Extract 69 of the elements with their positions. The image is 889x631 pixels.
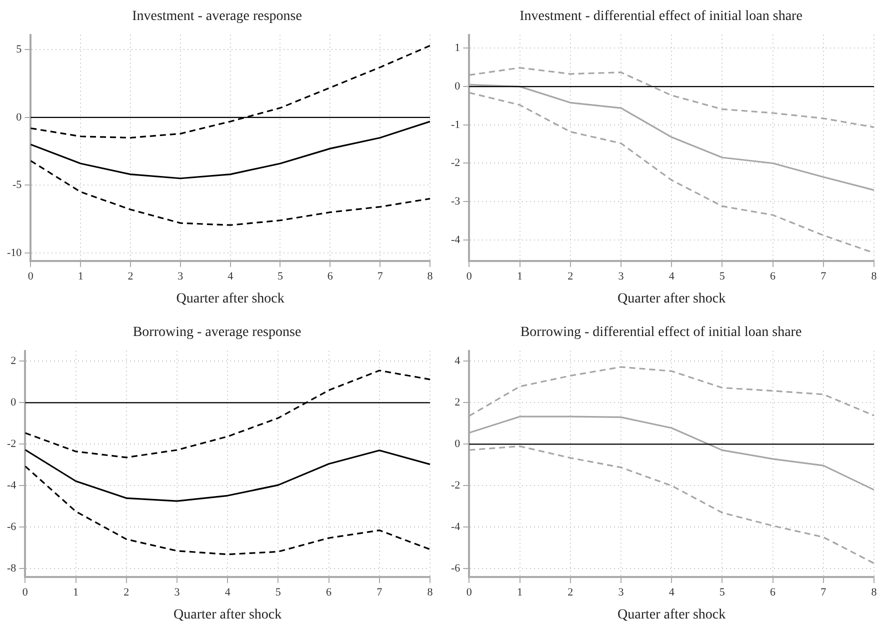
y-tick-label: 0: [16, 111, 22, 124]
x-tick-label: 3: [174, 586, 180, 598]
x-tick-label: 1: [78, 270, 84, 282]
y-tick-label: 0: [10, 396, 17, 408]
x-tick-label: 2: [124, 586, 130, 598]
line-series: [30, 44, 430, 139]
y-tick-label: -1: [450, 118, 460, 131]
chart-title: Investment - average response: [132, 9, 302, 24]
x-tick-label: 4: [228, 270, 234, 282]
x-tick-label: 5: [275, 586, 282, 598]
y-tick-label: 5: [16, 44, 22, 56]
line-series: [30, 160, 430, 226]
x-tick-label: 1: [517, 586, 523, 598]
y-tick-label: -4: [6, 479, 17, 492]
x-tick-label: 4: [668, 270, 675, 282]
x-tick-label: 7: [376, 586, 383, 598]
x-tick-label: 5: [719, 270, 726, 282]
y-tick-label: -3: [450, 195, 461, 208]
x-tick-label: 3: [178, 270, 184, 282]
x-tick-label: 3: [618, 586, 624, 598]
x-tick-label: 4: [668, 586, 675, 598]
y-tick-label: -10: [6, 246, 22, 259]
x-axis-title: Quarter after shock: [174, 606, 282, 622]
y-tick-label: 0: [454, 80, 461, 92]
line-series: [25, 369, 430, 458]
y-tick-label: 2: [10, 354, 16, 367]
y-tick-label: 0: [454, 438, 461, 450]
x-tick-label: 6: [326, 586, 332, 598]
x-tick-label: 7: [377, 270, 384, 282]
x-tick-label: 6: [770, 586, 776, 598]
y-tick-label: -4: [450, 234, 461, 246]
y-tick-label: -8: [6, 562, 17, 574]
x-tick-label: 1: [517, 270, 523, 282]
x-tick-label: 0: [28, 270, 34, 282]
x-tick-label: 0: [466, 270, 472, 282]
x-axis-title: Quarter after shock: [176, 291, 284, 306]
x-tick-label: 6: [770, 270, 776, 282]
y-tick-label: -2: [450, 479, 460, 492]
line-series: [25, 464, 430, 555]
chart-title: Borrowing - average response: [132, 324, 302, 340]
chart-title: Borrowing - differential effect of initial loan share: [520, 324, 802, 340]
x-tick-label: 2: [128, 270, 134, 282]
x-tick-label: 1: [73, 586, 79, 598]
y-tick-label: -2: [6, 438, 16, 450]
x-tick-label: 7: [820, 586, 827, 598]
x-tick-label: 4: [224, 586, 231, 598]
x-axis-title: Quarter after shock: [618, 291, 726, 306]
x-tick-label: 8: [871, 270, 878, 282]
y-tick-label: 1: [454, 42, 460, 54]
chart-title: Investment - differential effect of initial loan share: [520, 9, 802, 24]
x-axis-title: Quarter after shock: [618, 606, 726, 622]
x-tick-label: 2: [568, 586, 574, 598]
x-tick-label: 6: [327, 270, 334, 282]
y-tick-label: -6: [6, 520, 17, 533]
x-tick-label: 5: [278, 270, 284, 282]
x-tick-label: 2: [568, 270, 574, 282]
y-tick-label: 2: [454, 396, 460, 408]
x-tick-label: 3: [618, 270, 624, 282]
y-tick-label: -4: [450, 520, 461, 533]
x-tick-label: 8: [427, 586, 434, 598]
x-tick-label: 0: [466, 586, 472, 598]
x-tick-label: 5: [719, 586, 726, 598]
x-tick-label: 8: [871, 586, 878, 598]
y-tick-label: -2: [450, 157, 460, 170]
x-tick-label: 8: [427, 270, 434, 282]
y-tick-label: 4: [454, 354, 461, 367]
x-tick-label: 7: [820, 270, 827, 282]
y-tick-label: -6: [450, 562, 461, 574]
y-tick-label: -5: [12, 179, 22, 192]
